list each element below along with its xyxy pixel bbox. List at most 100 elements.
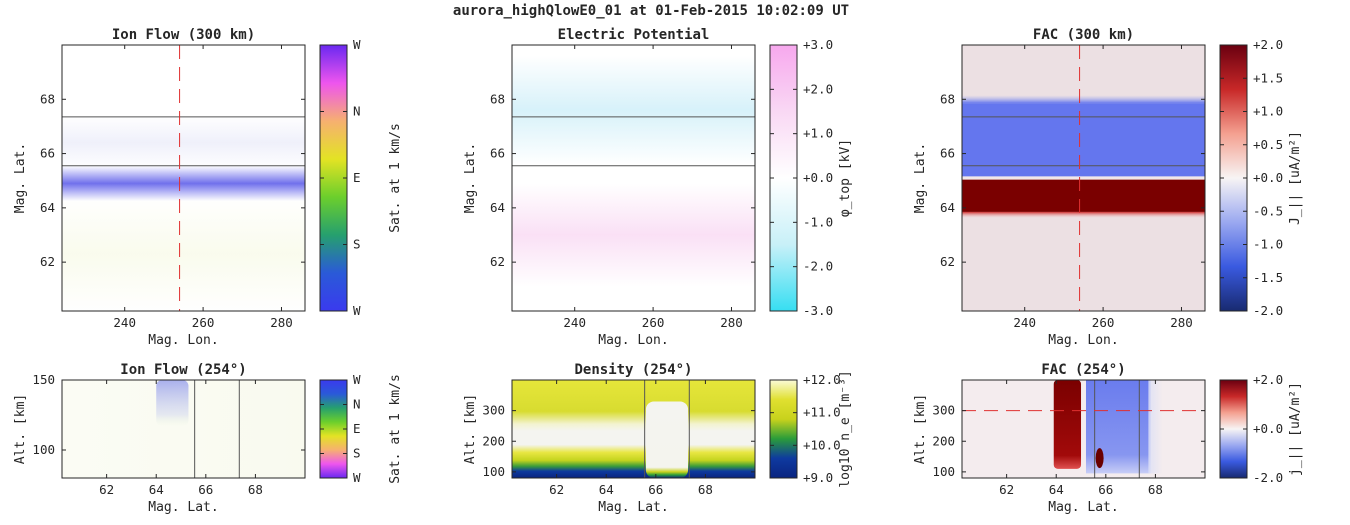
axes-2: 240 260 280 62 64 66 68 FAC (300 km) Mag. Lon. Ma…: [913, 27, 1206, 348]
heatmap-cells-1: [512, 45, 755, 311]
heatmap-band: [512, 183, 755, 287]
x-tick-label: 280: [720, 315, 743, 330]
y-tick-label: 300: [482, 403, 505, 418]
colorbar-tick-label: +9.0: [803, 470, 833, 485]
x-tick-label: 64: [149, 482, 164, 497]
colorbar-tick-label: -2.0: [803, 259, 833, 274]
colorbar-tick-label: W: [353, 372, 361, 387]
heatmap-transition: [962, 211, 1205, 218]
colorbar-tick-label: -0.5: [1253, 203, 1283, 218]
y-tick-label: 100: [482, 464, 505, 479]
heatmap-band: [962, 103, 1205, 177]
y-tick-label: 66: [940, 146, 955, 161]
heatmap-band: [512, 55, 755, 165]
plot-frame: [61, 44, 306, 312]
colorbar-tick-label: N: [353, 104, 361, 119]
axes-4: 62 64 66 68 100 200 300 Density (254°) Mag. Lat.…: [463, 362, 756, 515]
plot-frame: [61, 379, 306, 479]
colorbar-gradient: [320, 45, 347, 311]
colorbar-tick-label: +2.0: [1253, 372, 1283, 387]
y-tick-label: 300: [932, 403, 955, 418]
x-axis-label: Mag. Lat.: [1048, 500, 1118, 515]
y-axis-label: Alt. [km]: [463, 394, 478, 464]
colorbar-tick-label: +0.0: [1253, 170, 1283, 185]
x-tick-label: 280: [1170, 315, 1193, 330]
colorbar-label: j_|| [uA/m²]: [1288, 382, 1303, 476]
y-axis-label: Mag. Lat.: [13, 143, 28, 213]
axes-1: 240 260 280 62 64 66 68 Electric Potential Mag. …: [463, 27, 756, 348]
y-tick-label: 68: [490, 91, 505, 106]
y-axis-label: Mag. Lat.: [913, 143, 928, 213]
y-tick-label: 64: [940, 200, 955, 215]
axes-title: Ion Flow (254°): [120, 362, 246, 378]
plot-frame: [961, 379, 1206, 479]
colorbar-tick-label: +3.0: [803, 37, 833, 52]
x-tick-label: 240: [113, 315, 136, 330]
y-tick-label: 64: [490, 200, 505, 215]
colorbar-5: +2.0 +0.0 -2.0 j_|| [uA/m²]: [1219, 372, 1303, 485]
y-tick-label: 200: [932, 433, 955, 448]
x-axis-label: Mag. Lon.: [1048, 333, 1118, 348]
y-tick-label: 64: [40, 200, 55, 215]
colorbar-tick-label: +0.5: [1253, 137, 1283, 152]
colorbar-tick-label: +1.0: [1253, 104, 1283, 119]
x-tick-label: 68: [1148, 482, 1163, 497]
colorbar-gradient: [1220, 380, 1247, 478]
colorbar-gradient: [1220, 45, 1247, 311]
reference-lines-0: [62, 45, 305, 311]
heatmap-cells-4: [512, 380, 755, 478]
x-tick-label: 260: [642, 315, 665, 330]
colorbar-tick-label: +0.0: [1253, 421, 1283, 436]
x-axis-label: Mag. Lon.: [148, 333, 218, 348]
colorbar-frame: [769, 379, 798, 479]
colorbar-label: log10 n_e [m⁻³]: [838, 370, 853, 487]
colorbar-tick-label: E: [353, 421, 361, 436]
x-axis-label: Mag. Lat.: [598, 500, 668, 515]
x-tick-label: 64: [599, 482, 614, 497]
axes-title: FAC (300 km): [1033, 27, 1134, 43]
reference-lines-2: [962, 45, 1205, 311]
heatmap-notch: [645, 401, 689, 478]
colorbar-label: Sat. at 1 km/s: [388, 123, 403, 233]
colorbar-tick-label: +2.0: [803, 81, 833, 96]
axes-title: Ion Flow (300 km): [112, 27, 255, 43]
x-tick-label: 68: [698, 482, 713, 497]
x-axis-label: Mag. Lat.: [148, 500, 218, 515]
heatmap-tint: [62, 380, 305, 478]
heatmap-field: [512, 380, 755, 478]
colorbar-1: +3.0 +2.0 +1.0 +0.0 -1.0 -2.0 -3.0 φ_top [kV]: [769, 37, 853, 318]
heatmap-cells-0: [62, 45, 305, 314]
colorbar-gradient: [320, 380, 347, 478]
y-tick-label: 66: [40, 146, 55, 161]
x-tick-label: 62: [999, 482, 1014, 497]
figure-title: aurora_highQlowE0_01 at 01-Feb-2015 10:0…: [453, 3, 849, 19]
heatmap-cells-5: [962, 380, 1205, 478]
reference-lines-1: [512, 116, 755, 167]
x-tick-label: 66: [648, 482, 663, 497]
colorbar-0: W N E S W Sat. at 1 km/s: [319, 37, 403, 318]
axes-title: Electric Potential: [558, 27, 710, 43]
reference-lines-3: [194, 380, 240, 478]
plot-frame: [961, 44, 1206, 312]
colorbar-tick-label: E: [353, 170, 361, 185]
heatmap-column: [1053, 380, 1082, 469]
y-tick-label: 62: [40, 254, 55, 269]
colorbar-label: φ_top [kV]: [838, 139, 853, 217]
y-axis-label: Alt. [km]: [13, 394, 28, 464]
colorbar-gradient: [770, 45, 797, 311]
colorbar-tick-label: +12.0: [803, 372, 841, 387]
colorbar-tick-label: +0.0: [803, 170, 833, 185]
heatmap-band: [62, 194, 305, 314]
reference-lines-4: [644, 380, 690, 478]
heatmap-column: [1085, 380, 1151, 474]
x-tick-label: 280: [270, 315, 293, 330]
colorbar-tick-label: W: [353, 37, 361, 52]
colorbar-tick-label: N: [353, 397, 361, 412]
heatmap-transition: [962, 95, 1205, 104]
x-tick-label: 260: [1092, 315, 1115, 330]
y-tick-label: 100: [932, 464, 955, 479]
heatmap-fade: [1148, 380, 1163, 474]
y-tick-label: 66: [490, 146, 505, 161]
colorbar-label: J_|| [uA/m²]: [1288, 131, 1303, 225]
